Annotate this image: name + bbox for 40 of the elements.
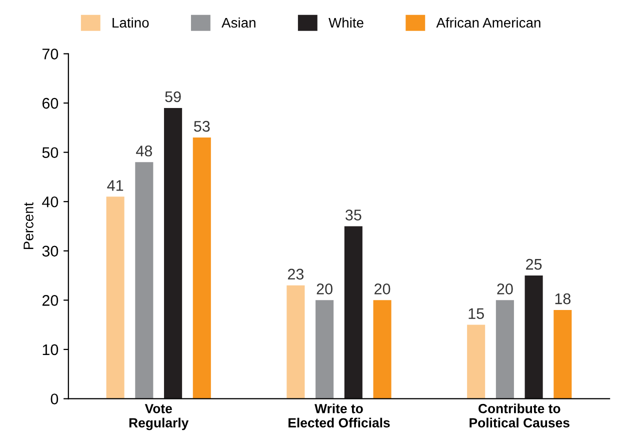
x-tick-label: Contribute to Political Causes [470,404,570,428]
legend-label: African American [436,17,540,28]
legend-label: White [328,17,364,28]
bar [554,310,572,399]
bar [135,162,154,399]
data-label: 18 [555,293,570,304]
bar [286,285,305,399]
data-label: 35 [346,210,362,220]
bar [106,196,124,399]
bar [373,300,392,399]
y-tick-label: 0 [50,394,58,404]
y-tick-label: 30 [42,246,58,257]
data-label: 20 [374,284,390,294]
bar [524,276,543,399]
legend-label: Asian [222,17,256,28]
x-tick-label: Vote Regularly [129,404,189,430]
data-label: 53 [194,120,210,132]
bar [192,138,211,399]
data-label: 20 [497,284,513,294]
bar [164,108,182,399]
data-label: 20 [316,284,332,294]
y-tick-label: 60 [42,98,58,109]
y-axis-title: Percent [24,202,34,250]
y-tick-label: 40 [42,196,58,208]
data-label: 23 [288,268,304,280]
bar [344,226,362,399]
data-label: 59 [165,91,181,102]
data-label: 15 [468,308,484,319]
x-tick-label: Write to Elected Officials [288,404,390,428]
y-tick-label: 50 [42,147,58,158]
bar [316,300,334,399]
data-label: 48 [136,146,152,156]
bar [496,300,514,399]
data-label: 25 [526,258,542,270]
bar [467,324,486,399]
y-tick-label: 10 [42,344,58,356]
y-tick-label: 70 [42,48,58,60]
y-tick-label: 20 [42,295,58,306]
legend-label: Latino [112,17,149,28]
data-label: 41 [107,180,124,191]
